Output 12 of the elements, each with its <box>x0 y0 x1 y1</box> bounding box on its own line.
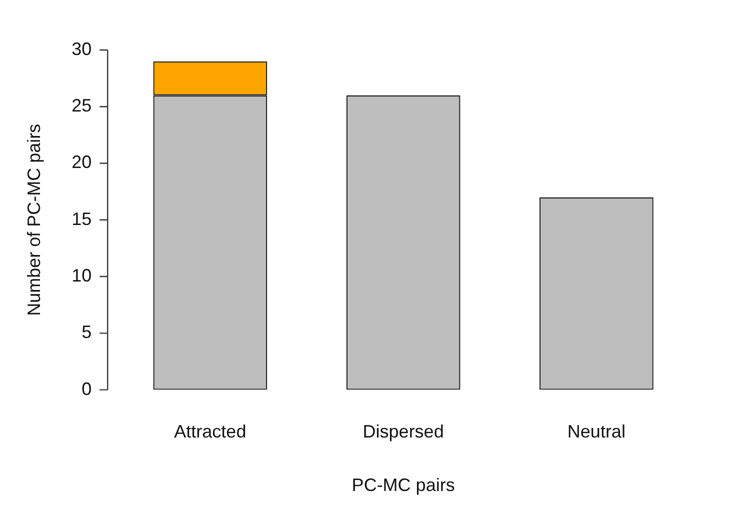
y-tick-label: 30 <box>72 38 92 59</box>
x-tick-label: Attracted <box>174 422 246 442</box>
y-tick-label: 15 <box>72 208 92 229</box>
x-tick-label: Neutral <box>567 422 626 442</box>
y-axis-title: Number of PC-MC pairs <box>24 124 44 316</box>
y-tick-label: 25 <box>72 96 92 116</box>
y-tick-label: 0 <box>82 378 92 399</box>
y-tick-label: 20 <box>72 152 92 172</box>
y-tick-label: 10 <box>72 266 92 286</box>
x-tick-label: Dispersed <box>362 422 444 442</box>
y-tick-label: 5 <box>82 322 92 342</box>
x-axis-title: PC-MC pairs <box>352 475 455 496</box>
